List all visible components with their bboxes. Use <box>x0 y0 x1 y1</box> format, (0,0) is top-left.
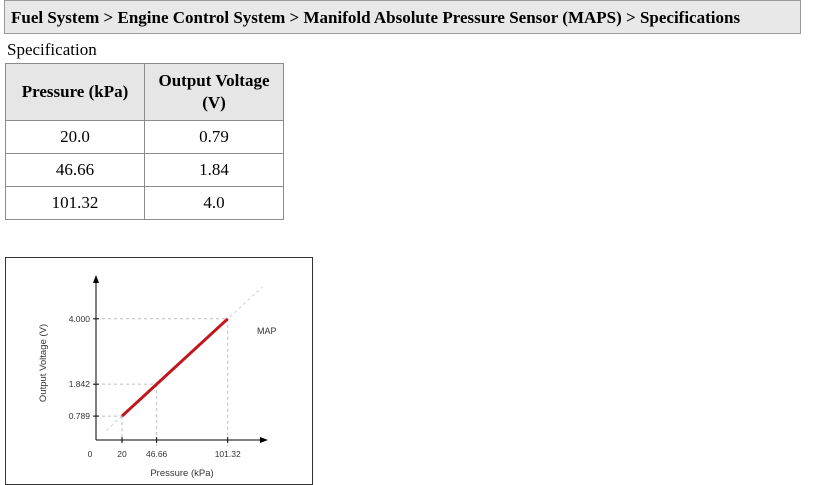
map-chart: 0.789 1.842 4.000 0 20 46.66 101.32 MAP Pressure… <box>5 257 313 485</box>
section-label: Specification <box>7 40 97 59</box>
y-tick-label: 4.000 <box>69 314 91 324</box>
table-row: 20.0 0.79 <box>5 120 284 154</box>
cell-pressure: 20.0 <box>5 120 145 154</box>
series-label-map: MAP <box>257 326 277 336</box>
series-line-map <box>120 317 229 418</box>
x-tick-label: 20 <box>117 449 127 459</box>
x-axis-arrow <box>260 437 268 443</box>
table-row: 101.32 4.0 <box>5 186 284 220</box>
x-tick-label: 46.66 <box>146 449 168 459</box>
table-header-row: Pressure (kPa) Output Voltage (V) <box>5 63 284 121</box>
cell-voltage: 1.84 <box>144 153 284 187</box>
spec-table: Pressure (kPa) Output Voltage (V) 20.0 0… <box>5 63 284 220</box>
x-tick-label: 0 <box>88 449 93 459</box>
cell-pressure: 101.32 <box>5 186 145 220</box>
y-tick-label: 1.842 <box>69 379 91 389</box>
trend-extension <box>106 286 263 431</box>
header-pressure: Pressure (kPa) <box>5 63 145 121</box>
y-tick-label: 0.789 <box>69 411 91 421</box>
cell-voltage: 0.79 <box>144 120 284 154</box>
header-output-voltage: Output Voltage (V) <box>144 63 284 121</box>
map-chart-svg: 0.789 1.842 4.000 0 20 46.66 101.32 MAP Pressure… <box>38 275 277 479</box>
y-axis-arrow <box>93 275 99 283</box>
x-axis-label: Pressure (kPa) <box>150 468 213 479</box>
cell-voltage: 4.0 <box>144 186 284 220</box>
y-axis-label: Output Voltage (V) <box>38 324 49 402</box>
x-tick-label: 101.32 <box>215 449 241 459</box>
table-row: 46.66 1.84 <box>5 153 284 187</box>
cell-pressure: 46.66 <box>5 153 145 187</box>
breadcrumb: Fuel System > Engine Control System > Ma… <box>4 0 801 34</box>
